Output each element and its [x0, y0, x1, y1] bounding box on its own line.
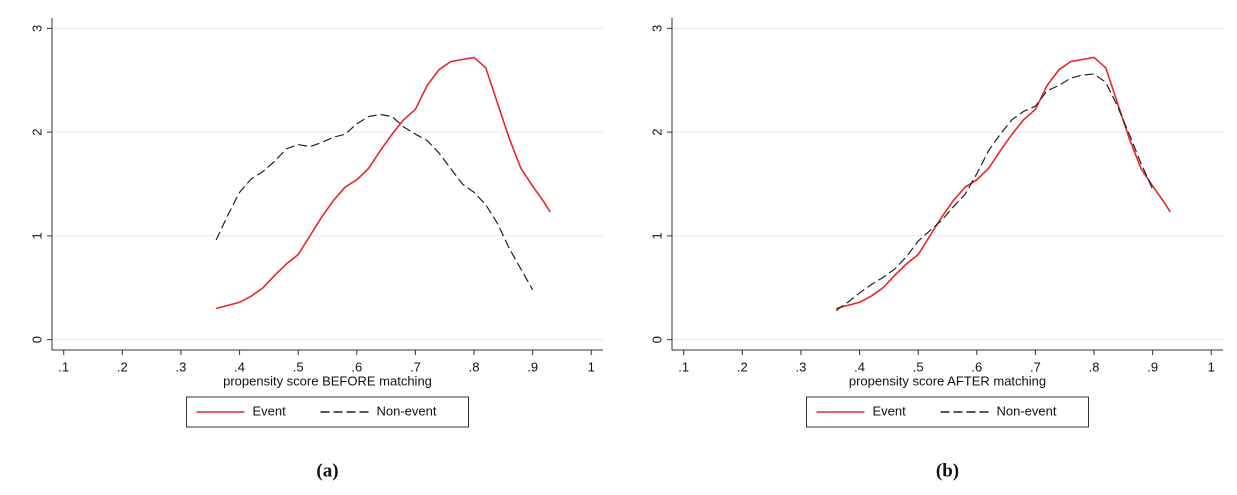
x-tick-label: .1 — [58, 359, 69, 374]
x-tick-label: 1 — [1208, 359, 1215, 374]
x-tick-label: 1 — [588, 359, 595, 374]
legend-label: Event — [253, 403, 287, 418]
series-line — [835, 73, 1154, 312]
y-tick-label: 0 — [29, 336, 44, 343]
caption: (b) — [936, 460, 959, 481]
y-tick-label: 2 — [649, 129, 664, 136]
x-tick-label: .9 — [1147, 359, 1158, 374]
x-axis-label: propensity score AFTER matching — [849, 373, 1046, 388]
y-tick-label: 2 — [29, 129, 44, 136]
caption: (a) — [316, 460, 338, 481]
y-tick-label: 3 — [649, 25, 664, 32]
x-tick-label: .6 — [971, 359, 982, 374]
y-tick-label: 0 — [649, 336, 664, 343]
x-tick-label: .8 — [469, 359, 480, 374]
x-tick-label: .3 — [796, 359, 807, 374]
x-tick-label: .2 — [737, 359, 748, 374]
y-tick-label: 3 — [29, 25, 44, 32]
x-tick-label: .4 — [234, 359, 245, 374]
series-line — [215, 113, 534, 291]
x-tick-label: .3 — [176, 359, 187, 374]
chart: 0 1 2 3 .1 .2 .3 .4 .5 .6 .7 .8 .9 1 propensity score … — [649, 18, 1223, 481]
x-tick-label: .2 — [117, 359, 128, 374]
x-tick-label: .4 — [854, 359, 865, 374]
y-tick-label: 1 — [649, 232, 664, 239]
chart: 0 1 2 3 .1 .2 .3 .4 .5 .6 .7 .8 .9 1 propensity score … — [29, 18, 603, 481]
x-tick-label: .5 — [293, 359, 304, 374]
legend-label: Event — [873, 403, 907, 418]
x-tick-label: .7 — [410, 359, 421, 374]
legend-label: Non-event — [997, 403, 1057, 418]
x-tick-label: .9 — [527, 359, 538, 374]
x-tick-label: .6 — [351, 359, 362, 374]
series-line — [835, 56, 1171, 310]
legend-label: Non-event — [377, 403, 437, 418]
x-axis-label: propensity score BEFORE matching — [223, 373, 432, 388]
x-tick-label: .8 — [1089, 359, 1100, 374]
x-tick-label: .5 — [913, 359, 924, 374]
x-tick-label: .1 — [678, 359, 689, 374]
x-tick-label: .7 — [1030, 359, 1041, 374]
series-line — [215, 56, 551, 310]
y-tick-label: 1 — [29, 232, 44, 239]
